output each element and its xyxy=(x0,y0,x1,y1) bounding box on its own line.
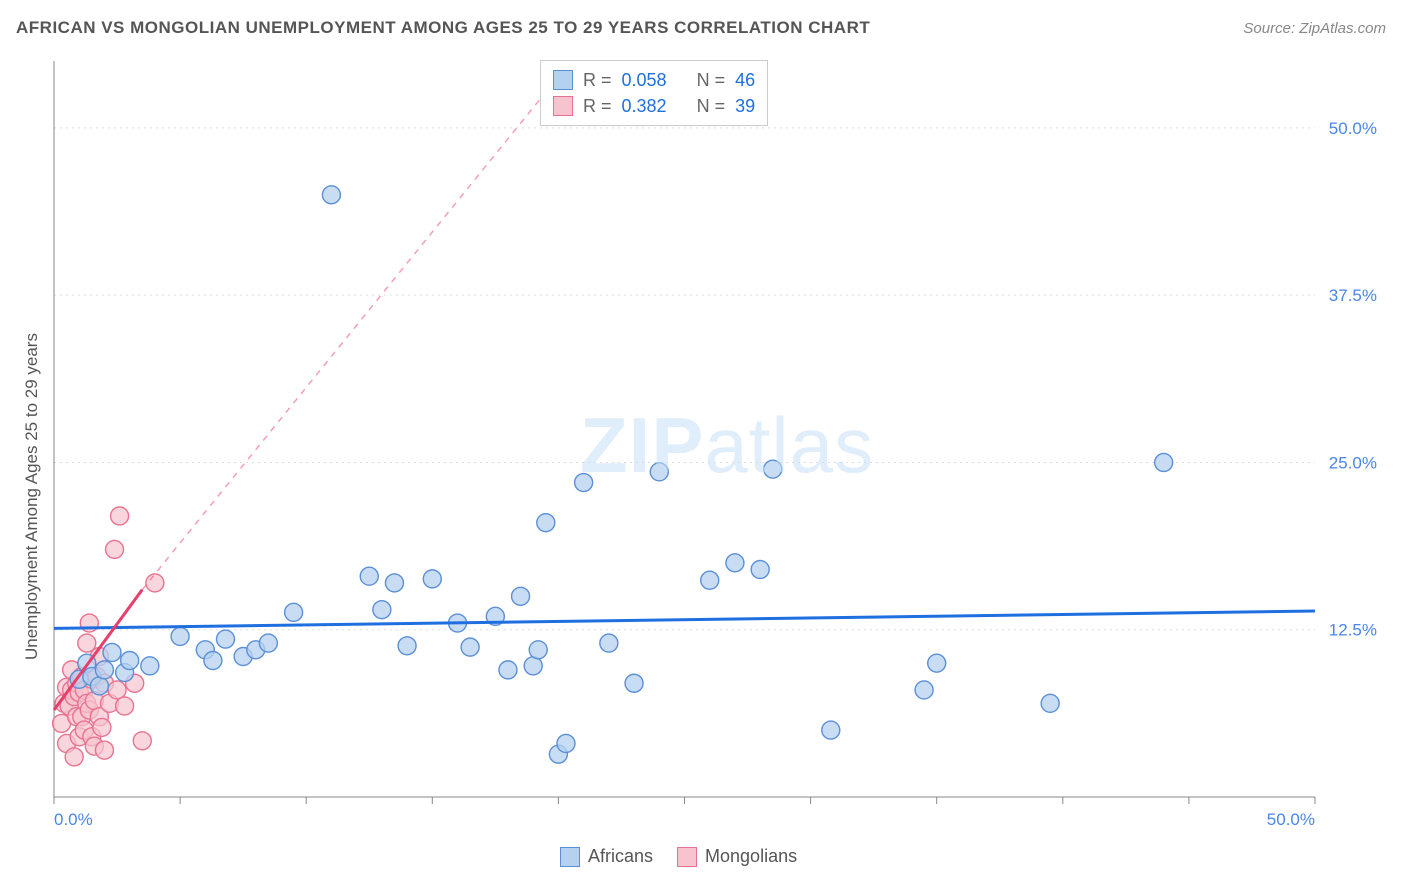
point-africans[interactable] xyxy=(95,661,113,679)
x-tick-label: 0.0% xyxy=(54,810,93,829)
point-africans[interactable] xyxy=(1041,694,1059,712)
point-africans[interactable] xyxy=(385,574,403,592)
point-africans[interactable] xyxy=(103,643,121,661)
point-africans[interactable] xyxy=(398,637,416,655)
point-africans[interactable] xyxy=(701,571,719,589)
plot-area: 12.5% 25.0% 37.5% 50.0% 0.0% 50.0% xyxy=(50,55,1385,845)
point-mongolians[interactable] xyxy=(65,748,83,766)
legend-stats: R = 0.058 N = 46 R = 0.382 N = 39 xyxy=(540,60,768,126)
x-tick-label: 50.0% xyxy=(1267,810,1315,829)
legend-swatch-mongolians xyxy=(553,96,573,116)
r-label: R = xyxy=(583,70,612,91)
legend-series: Africans Mongolians xyxy=(560,846,797,867)
n-value-mongolians: 39 xyxy=(735,96,755,117)
point-africans[interactable] xyxy=(575,474,593,492)
point-africans[interactable] xyxy=(557,734,575,752)
source-prefix: Source: xyxy=(1243,20,1299,37)
plot-svg: 12.5% 25.0% 37.5% 50.0% 0.0% 50.0% xyxy=(50,55,1385,845)
source-link[interactable]: ZipAtlas.com xyxy=(1299,20,1386,37)
y-tick-label: 12.5% xyxy=(1329,621,1377,640)
point-mongolians[interactable] xyxy=(108,681,126,699)
chart-title: AFRICAN VS MONGOLIAN UNEMPLOYMENT AMONG … xyxy=(16,18,870,38)
point-africans[interactable] xyxy=(141,657,159,675)
point-africans[interactable] xyxy=(259,634,277,652)
point-africans[interactable] xyxy=(285,603,303,621)
legend-swatch-africans xyxy=(553,70,573,90)
point-mongolians[interactable] xyxy=(111,507,129,525)
point-africans[interactable] xyxy=(928,654,946,672)
point-africans[interactable] xyxy=(822,721,840,739)
legend-item-africans[interactable]: Africans xyxy=(560,846,653,867)
n-label: N = xyxy=(697,96,726,117)
point-africans[interactable] xyxy=(625,674,643,692)
point-africans[interactable] xyxy=(650,463,668,481)
point-africans[interactable] xyxy=(499,661,517,679)
point-africans[interactable] xyxy=(915,681,933,699)
n-value-africans: 46 xyxy=(735,70,755,91)
legend-label-africans: Africans xyxy=(588,846,653,867)
point-africans[interactable] xyxy=(461,638,479,656)
trendline-mongolians-dash xyxy=(142,61,571,590)
point-africans[interactable] xyxy=(512,587,530,605)
point-africans[interactable] xyxy=(423,570,441,588)
point-africans[interactable] xyxy=(216,630,234,648)
point-africans[interactable] xyxy=(1155,453,1173,471)
r-value-africans: 0.058 xyxy=(622,70,667,91)
point-mongolians[interactable] xyxy=(106,540,124,558)
point-africans[interactable] xyxy=(600,634,618,652)
point-africans[interactable] xyxy=(90,677,108,695)
point-africans[interactable] xyxy=(726,554,744,572)
r-value-mongolians: 0.382 xyxy=(622,96,667,117)
source-attribution: Source: ZipAtlas.com xyxy=(1243,20,1386,37)
legend-label-mongolians: Mongolians xyxy=(705,846,797,867)
point-africans[interactable] xyxy=(322,186,340,204)
point-mongolians[interactable] xyxy=(133,732,151,750)
y-axis-label: Unemployment Among Ages 25 to 29 years xyxy=(22,333,42,660)
legend-swatch-mongolians xyxy=(677,847,697,867)
point-africans[interactable] xyxy=(751,561,769,579)
point-mongolians[interactable] xyxy=(146,574,164,592)
chart-container: AFRICAN VS MONGOLIAN UNEMPLOYMENT AMONG … xyxy=(0,0,1406,892)
point-africans[interactable] xyxy=(529,641,547,659)
y-tick-label: 50.0% xyxy=(1329,119,1377,138)
point-africans[interactable] xyxy=(171,627,189,645)
legend-swatch-africans xyxy=(560,847,580,867)
point-africans[interactable] xyxy=(204,652,222,670)
point-mongolians[interactable] xyxy=(93,718,111,736)
point-africans[interactable] xyxy=(360,567,378,585)
r-label: R = xyxy=(583,96,612,117)
y-tick-label: 37.5% xyxy=(1329,286,1377,305)
point-africans[interactable] xyxy=(373,601,391,619)
legend-item-mongolians[interactable]: Mongolians xyxy=(677,846,797,867)
point-africans[interactable] xyxy=(524,657,542,675)
legend-stats-row-mongolians: R = 0.382 N = 39 xyxy=(553,93,755,119)
point-mongolians[interactable] xyxy=(95,741,113,759)
legend-stats-row-africans: R = 0.058 N = 46 xyxy=(553,67,755,93)
point-africans[interactable] xyxy=(764,460,782,478)
point-mongolians[interactable] xyxy=(116,697,134,715)
n-label: N = xyxy=(697,70,726,91)
point-africans[interactable] xyxy=(121,652,139,670)
y-tick-label: 25.0% xyxy=(1329,453,1377,472)
point-africans[interactable] xyxy=(537,514,555,532)
trendline-africans xyxy=(54,611,1315,628)
